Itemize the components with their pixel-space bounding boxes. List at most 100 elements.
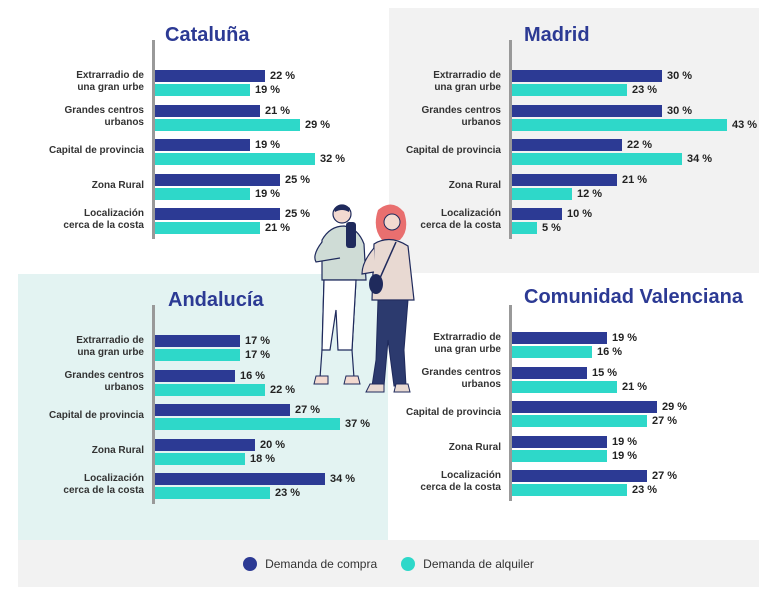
cataluna-category-label: Capital de provincia [48, 145, 144, 156]
andalucia-bar-alquiler [155, 349, 240, 361]
cataluna-value-label: 29 % [305, 118, 331, 131]
comunidad-valenciana-category-label: Extrarradio de una gran urbe [433, 332, 501, 355]
andalucia-bar-compra [155, 335, 240, 347]
comunidad-valenciana-value-label: 19 % [612, 332, 638, 344]
andalucia-value-label: 27 % [295, 404, 321, 416]
andalucia-value-label: 37 % [345, 418, 371, 430]
madrid-bar-compra [512, 208, 562, 220]
comunidad-valenciana-value-label: 29 % [662, 401, 688, 413]
andalucia-bar-compra [155, 438, 255, 451]
legend: Demanda de compra Demanda de alquiler [18, 540, 759, 587]
andalucia-category-label: Grandes centros urbanos [64, 369, 144, 393]
madrid-value-label: 43 % [732, 118, 758, 131]
comunidad-valenciana-bar-compra [512, 332, 607, 344]
andalucia-bar-compra [155, 404, 290, 416]
andalucia-bar-alquiler [155, 418, 340, 430]
madrid-value-label: 30 % [667, 70, 693, 82]
madrid-value-label: 10 % [567, 208, 593, 220]
andalucia-value-label: 34 % [330, 473, 356, 485]
andalucia-value-label: 16 % [240, 369, 266, 382]
cataluna-value-label: 32 % [320, 153, 346, 165]
andalucia-value-label: 20 % [260, 438, 286, 451]
andalucia-bar-compra [155, 473, 325, 485]
cataluna-value-label: 19 % [255, 84, 281, 96]
andalucia-category-label: Localización cerca de la costa [63, 473, 144, 496]
comunidad-valenciana-value-label: 27 % [652, 415, 678, 427]
andalucia-value-label: 17 % [245, 349, 271, 361]
comunidad-valenciana-value-label: 15 % [592, 366, 618, 379]
madrid-category-label: Zona Rural [448, 179, 501, 191]
comunidad-valenciana-category-label: Zona Rural [448, 441, 501, 453]
madrid-value-label: 21 % [622, 173, 648, 186]
madrid-value-label: 34 % [687, 153, 713, 165]
cataluna-value-label: 19 % [255, 187, 281, 200]
cataluna-value-label: 25 % [285, 173, 311, 186]
comunidad-valenciana-value-label: 27 % [652, 470, 678, 482]
madrid-bar-alquiler [512, 84, 627, 96]
comunidad-valenciana-category-label: Capital de provincia [405, 407, 501, 418]
andalucia-bar-alquiler [155, 383, 265, 396]
cataluna-bar-compra [155, 139, 250, 151]
cataluna-bar-alquiler [155, 187, 250, 200]
madrid-category-label: Localización cerca de la costa [420, 208, 501, 231]
andalucia-category-label: Extrarradio de una gran urbe [76, 335, 144, 358]
cataluna-value-label: 22 % [270, 70, 296, 82]
comunidad-valenciana-value-label: 19 % [612, 435, 638, 448]
comunidad-valenciana-bar-compra [512, 401, 657, 413]
comunidad-valenciana-value-label: 19 % [612, 449, 638, 462]
comunidad-valenciana-bar-compra [512, 470, 647, 482]
madrid-value-label: 30 % [667, 104, 693, 117]
andalucia-title: Andalucía [168, 289, 264, 311]
comunidad-valenciana-title: Comunidad Valenciana [524, 286, 743, 308]
comunidad-valenciana-category-label: Localización cerca de la costa [420, 470, 501, 493]
andalucia-category-label: Zona Rural [91, 444, 144, 456]
cataluna-value-label: 21 % [265, 104, 291, 117]
madrid-category-label: Extrarradio de una gran urbe [433, 70, 501, 93]
legend-item-compra: Demanda de compra [243, 556, 378, 571]
couple-walking-icon [313, 204, 415, 393]
andalucia-bar-alquiler [155, 452, 245, 465]
comunidad-valenciana-value-label: 23 % [632, 484, 658, 496]
legend-label-alquiler: Demanda de alquiler [423, 556, 534, 571]
madrid-bar-compra [512, 104, 662, 117]
andalucia-value-label: 22 % [270, 383, 296, 396]
andalucia-bar-compra [155, 369, 235, 382]
madrid-bar-alquiler [512, 187, 572, 200]
andalucia-value-label: 23 % [275, 487, 301, 499]
cataluna-bar-compra [155, 173, 280, 186]
madrid-title: Madrid [524, 24, 590, 46]
legend-background [18, 540, 759, 587]
madrid-value-label: 12 % [577, 187, 603, 200]
cataluna-value-label: 19 % [255, 139, 281, 151]
madrid-bar-alquiler [512, 153, 682, 165]
comunidad-valenciana-value-label: 16 % [597, 346, 623, 358]
cataluna-category-label: Localización cerca de la costa [63, 208, 144, 231]
madrid-bar-compra [512, 139, 622, 151]
legend-swatch-alquiler [401, 556, 416, 571]
legend-item-alquiler: Demanda de alquiler [401, 556, 534, 571]
cataluna-bar-alquiler [155, 118, 300, 131]
madrid-value-label: 22 % [627, 139, 653, 151]
cataluna-category-label: Extrarradio de una gran urbe [76, 70, 144, 93]
cataluna-axis [152, 40, 155, 239]
andalucia-category-label: Capital de provincia [48, 410, 144, 421]
madrid-bar-alquiler [512, 222, 537, 234]
madrid-bar-compra [512, 70, 662, 82]
cataluna-bar-compra [155, 70, 265, 82]
andalucia-value-label: 17 % [245, 335, 271, 347]
legend-label-compra: Demanda de compra [265, 556, 378, 571]
madrid-category-label: Grandes centros urbanos [421, 104, 501, 128]
legend-swatch-compra [243, 556, 258, 571]
cataluna-bar-compra [155, 104, 260, 117]
comunidad-valenciana-bar-alquiler [512, 484, 627, 496]
cataluna-value-label: 25 % [285, 208, 311, 220]
comunidad-valenciana-bar-alquiler [512, 346, 592, 358]
madrid-category-label: Capital de provincia [405, 145, 501, 156]
andalucia-axis [152, 305, 155, 504]
comunidad-valenciana-category-label: Grandes centros urbanos [421, 366, 501, 390]
comunidad-valenciana-bar-compra [512, 366, 587, 379]
comunidad-valenciana-bar-compra [512, 435, 607, 448]
cataluna-title: Cataluña [165, 24, 250, 46]
comunidad-valenciana-bar-alquiler [512, 380, 617, 393]
andalucia-value-label: 18 % [250, 452, 276, 465]
